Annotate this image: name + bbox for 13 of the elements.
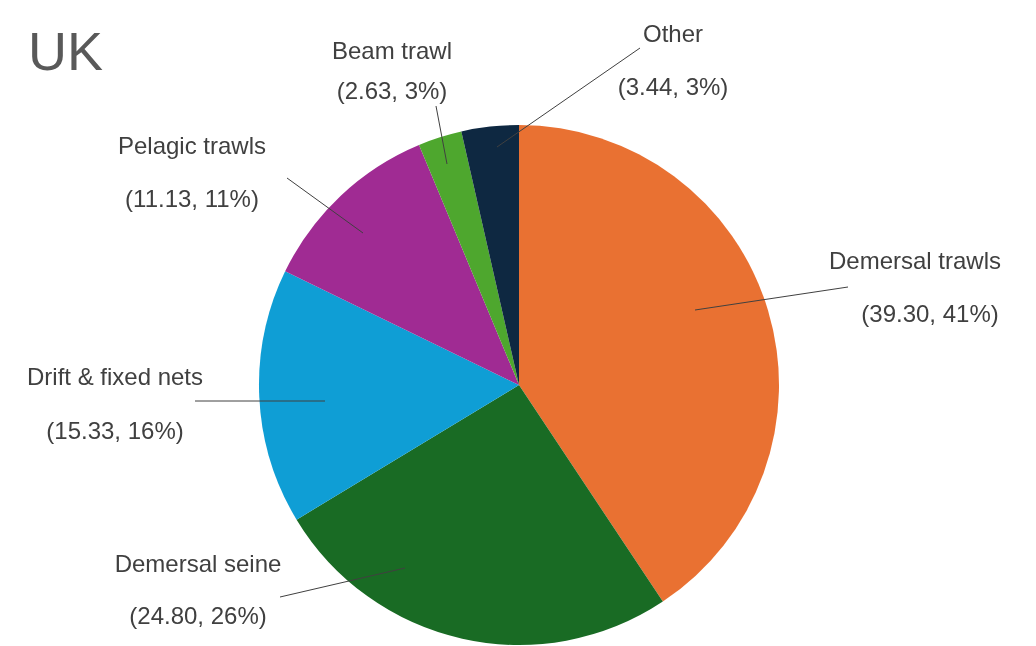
data-label: (24.80, 26%)	[129, 601, 267, 629]
slice-label: Drift & fixed nets	[26, 362, 204, 390]
slice-label: Other	[642, 19, 704, 47]
slice-label: Beam trawl	[331, 36, 453, 64]
data-label: (39.30, 41%)	[861, 299, 999, 327]
slice-label: Demersal trawls	[828, 246, 1002, 274]
chart-title: UK	[28, 20, 104, 81]
data-label: (11.13, 11%)	[125, 184, 259, 212]
data-label: (3.44, 3%)	[617, 72, 729, 100]
data-label: (15.33, 16%)	[46, 416, 184, 444]
slice-label: Pelagic trawls	[117, 131, 267, 159]
data-label: (2.63, 3%)	[336, 76, 448, 104]
slice-label: Demersal seine	[114, 549, 282, 577]
